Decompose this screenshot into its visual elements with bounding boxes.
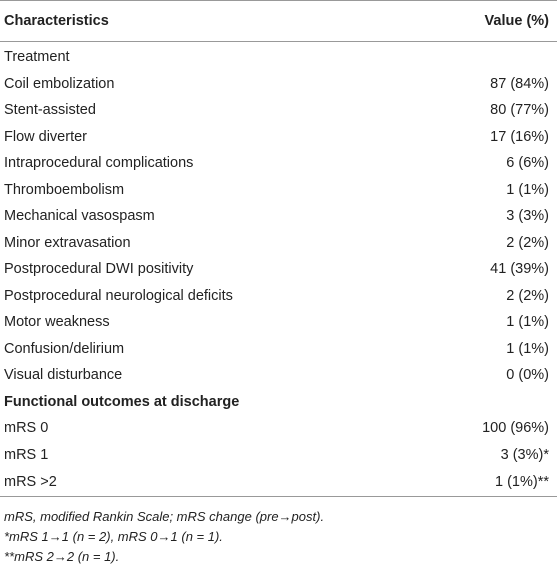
- label-cell: Mechanical vasospasm: [4, 208, 155, 225]
- label-cell: Minor extravasation: [4, 234, 131, 251]
- table-row: Functional outcomes at discharge: [0, 389, 557, 416]
- label-cell: Intraprocedural complications: [4, 155, 194, 172]
- header-cell: Characteristics: [0, 0, 420, 42]
- table: Characteristics Value (%) Treatment Coil …: [0, 0, 557, 497]
- table-row: Intraprocedural complications 6 (6%): [0, 150, 557, 177]
- value-cell: 1 (1%): [506, 340, 549, 357]
- label-cell: Visual disturbance: [4, 367, 123, 384]
- table-body: Treatment Coil embolization 87 (84%) Stent-…: [0, 42, 557, 497]
- label-cell: Motor weakness: [4, 314, 110, 331]
- footnote: *mRS 1→1 (n = 2), mRS 0→1 (n = 1).: [4, 529, 223, 544]
- table-row: Confusion/delirium 1 (1%): [0, 336, 557, 363]
- value-cell: 3 (3%): [506, 208, 549, 225]
- table-row: Flow diverter 17 (16%): [0, 124, 557, 151]
- value-cell: 2 (2%): [506, 234, 549, 251]
- value-cell: 87 (84%): [490, 75, 549, 92]
- value-cell: 3 (3%)*: [500, 446, 549, 463]
- header-row: Characteristics Value (%): [0, 0, 557, 42]
- label-cell: mRS >2: [0, 468, 420, 497]
- table-row: Visual disturbance 0 (0%): [0, 362, 557, 389]
- table-row: Treatment: [0, 42, 557, 71]
- value-cell: 80 (77%): [490, 102, 549, 119]
- label-cell: Postprocedural neurological deficits: [4, 287, 233, 304]
- label-cell: Functional outcomes at discharge: [4, 393, 240, 410]
- value-cell: 100 (96%): [482, 420, 549, 437]
- table-row: mRS 0 100 (96%): [0, 415, 557, 442]
- table-row: Mechanical vasospasm 3 (3%): [0, 203, 557, 230]
- table-header: Characteristics Value (%): [0, 0, 557, 42]
- value-cell: 0 (0%): [506, 367, 549, 384]
- value-cell: 41 (39%): [490, 261, 549, 278]
- value-cell: 1 (1%): [506, 314, 549, 331]
- footnote: mRS, modified Rankin Scale; mRS change (…: [4, 509, 325, 524]
- table-row: Postprocedural DWI positivity 41 (39%): [0, 256, 557, 283]
- label-cell: Treatment: [4, 49, 70, 66]
- footnote: **mRS 2→2 (n = 1).: [4, 549, 120, 564]
- value-cell: 2 (2%): [506, 287, 549, 304]
- footnotes: mRS, modified Rankin Scale; mRS change (…: [0, 497, 557, 567]
- label-cell: Postprocedural DWI positivity: [4, 261, 194, 278]
- value-cell: 17 (16%): [490, 128, 549, 145]
- label-cell: Flow diverter: [4, 128, 87, 145]
- label-cell: Stent-assisted: [4, 102, 96, 119]
- table-row: Coil embolization 87 (84%): [0, 71, 557, 98]
- header-cell: Value (%): [419, 0, 557, 42]
- label-cell: mRS 0: [4, 420, 49, 437]
- table-row: Minor extravasation 2 (2%): [0, 230, 557, 257]
- table-row: mRS 1 3 (3%)*: [0, 442, 557, 469]
- label-cell: Thromboembolism: [4, 181, 125, 198]
- table-row: Postprocedural neurological deficits 2 (2…: [0, 283, 557, 310]
- table-row: mRS >2 1 (1%)**: [0, 468, 557, 497]
- table-row: Thromboembolism 1 (1%): [0, 177, 557, 204]
- value-cell: 1 (1%)**: [419, 468, 557, 497]
- label-cell: mRS 1: [4, 446, 49, 463]
- value-cell: 1 (1%): [506, 181, 549, 198]
- label-cell: Confusion/delirium: [4, 340, 125, 357]
- table-row: Stent-assisted 80 (77%): [0, 97, 557, 124]
- table-row: Motor weakness 1 (1%): [0, 309, 557, 336]
- label-cell: Coil embolization: [4, 75, 115, 92]
- value-cell: 6 (6%): [506, 155, 549, 172]
